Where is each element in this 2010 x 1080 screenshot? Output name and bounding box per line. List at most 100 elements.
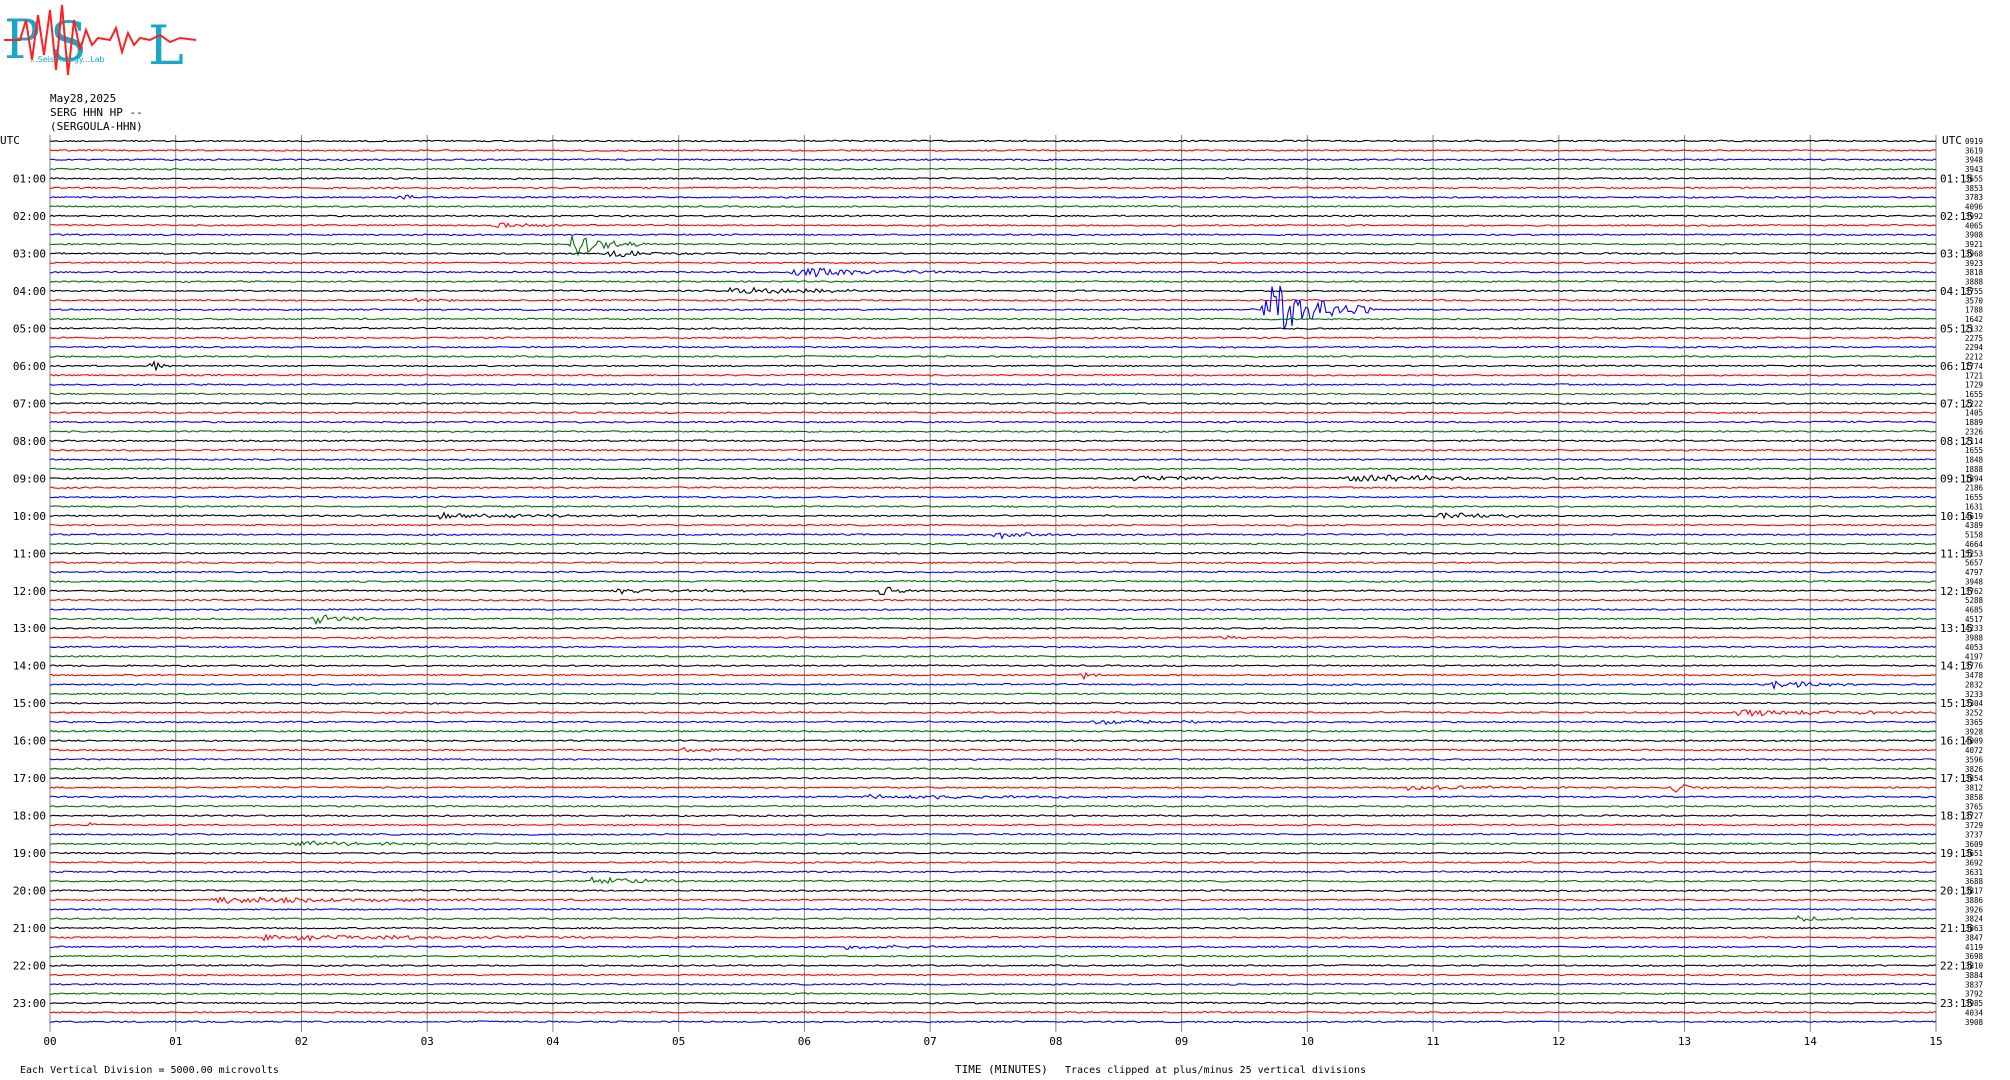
scale-note: Each Vertical Division = 5000.00 microvo… — [20, 1065, 279, 1076]
trace-value-label: 1848 — [1965, 456, 1984, 465]
trace-row-82 — [49, 907, 1937, 911]
x-tick-label: 12 — [1552, 1035, 1565, 1048]
left-utc-label: UTC — [0, 134, 20, 147]
left-hour-label: 03:00 — [13, 247, 46, 260]
trace-value-label: 3304 — [1965, 699, 1984, 708]
trace-value-label: 3252 — [1965, 709, 1983, 718]
trace-row-53 — [49, 635, 1937, 640]
trace-row-15 — [49, 279, 1937, 283]
left-hour-label: 01:00 — [13, 172, 46, 185]
trace-value-label: 4065 — [1965, 221, 1983, 230]
x-tick-label: 04 — [546, 1035, 560, 1048]
trace-row-47 — [49, 579, 1937, 583]
left-hour-label: 10:00 — [13, 510, 46, 523]
trace-row-26 — [49, 383, 1937, 386]
trace-value-label: 4034 — [1965, 1008, 1984, 1017]
trace-value-label: 3688 — [1965, 877, 1984, 886]
trace-row-68 — [49, 776, 1937, 780]
trace-row-43 — [49, 542, 1937, 546]
trace-row-39 — [49, 504, 1937, 508]
left-hour-label: 05:00 — [13, 322, 46, 335]
trace-value-label: 2186 — [1965, 484, 1984, 493]
trace-row-74 — [49, 832, 1937, 836]
trace-row-37 — [49, 486, 1937, 490]
trace-row-8 — [49, 214, 1937, 218]
trace-row-29 — [49, 411, 1937, 415]
trace-value-label: 3921 — [1965, 240, 1983, 249]
trace-value-label: 1774 — [1965, 362, 1984, 371]
trace-value-label: 3818 — [1965, 268, 1984, 277]
left-hour-label: 19:00 — [13, 847, 46, 860]
x-tick-label: 14 — [1804, 1035, 1818, 1048]
trace-row-3 — [49, 167, 1937, 171]
seismogram-traces — [49, 139, 1937, 1024]
trace-row-35 — [49, 467, 1937, 471]
trace-value-label: 3853 — [1965, 184, 1983, 193]
left-hour-label: 16:00 — [13, 735, 46, 748]
trace-value-label: 2275 — [1965, 334, 1983, 343]
trace-row-1 — [49, 149, 1937, 152]
trace-value-label: 3609 — [1965, 840, 1983, 849]
trace-value-label: 1631 — [1965, 502, 1983, 511]
left-hour-label: 13:00 — [13, 622, 46, 635]
trace-row-45 — [49, 561, 1937, 565]
trace-row-78 — [49, 870, 1937, 874]
trace-value-label: 2132 — [1965, 324, 1983, 333]
vertical-gridlines — [49, 135, 1937, 1032]
left-hour-label: 12:00 — [13, 585, 46, 598]
trace-value-label: 1655 — [1965, 493, 1983, 502]
right-hour-label: 06:15 — [1940, 360, 1973, 373]
trace-row-52 — [49, 626, 1937, 630]
trace-row-40 — [49, 511, 1937, 520]
trace-value-label: 1721 — [1965, 371, 1983, 380]
clip-note: Traces clipped at plus/minus 25 vertical… — [1065, 1065, 1367, 1076]
x-tick-label: 01 — [169, 1035, 182, 1048]
trace-value-label: 4685 — [1965, 606, 1983, 615]
trace-value-label: 1729 — [1965, 381, 1983, 390]
trace-row-91 — [49, 992, 1937, 996]
trace-row-87 — [49, 954, 1937, 958]
trace-row-61 — [49, 708, 1937, 717]
left-hour-label: 23:00 — [13, 997, 46, 1010]
x-tick-label: 09 — [1175, 1035, 1188, 1048]
trace-row-23 — [49, 355, 1937, 359]
trace-value-label: 3698 — [1965, 952, 1984, 961]
trace-row-76 — [49, 851, 1936, 855]
trace-row-4 — [49, 177, 1937, 181]
trace-row-80 — [49, 889, 1937, 893]
trace-value-label: 3812 — [1965, 784, 1983, 793]
trace-value-label: 3365 — [1965, 718, 1983, 727]
trace-row-89 — [49, 973, 1937, 977]
trace-value-label: 4096 — [1965, 203, 1984, 212]
left-hour-label: 04:00 — [13, 285, 46, 298]
psl-logo: P S L ...Seismology...Lab — [4, 4, 197, 77]
left-hour-label: 14:00 — [13, 660, 46, 673]
trace-value-label: 3826 — [1965, 765, 1984, 774]
trace-value-label: 3737 — [1965, 830, 1983, 839]
trace-value-label: 3948 — [1965, 577, 1984, 586]
trace-row-20 — [49, 326, 1937, 330]
trace-value-label: 1888 — [1965, 465, 1984, 474]
trace-value-label: 3948 — [1965, 156, 1984, 165]
right-hour-label: 05:15 — [1940, 322, 1973, 335]
trace-row-41 — [49, 523, 1937, 527]
x-axis-title: TIME (MINUTES) — [955, 1063, 1048, 1076]
trace-row-81 — [49, 896, 1937, 905]
trace-value-label: 3692 — [1965, 858, 1983, 867]
trace-row-77 — [50, 860, 1937, 864]
trace-row-54 — [49, 645, 1937, 649]
left-hour-label: 22:00 — [13, 960, 46, 973]
trace-value-label: 3858 — [1965, 793, 1984, 802]
right-hour-label: 13:15 — [1940, 622, 1973, 635]
trace-value-label: 4797 — [1965, 568, 1983, 577]
trace-value-label: 4009 — [1965, 737, 1983, 746]
trace-value-label: 3762 — [1965, 587, 1983, 596]
trace-row-44 — [49, 551, 1937, 555]
trace-row-50 — [49, 608, 1937, 611]
right-hour-label: 03:15 — [1940, 247, 1973, 260]
trace-value-label: 3988 — [1965, 634, 1984, 643]
trace-row-85 — [49, 933, 1937, 942]
trace-row-28 — [49, 401, 1937, 405]
trace-value-label: 3968 — [1965, 249, 1984, 258]
right-hour-label: 20:15 — [1940, 885, 1973, 898]
